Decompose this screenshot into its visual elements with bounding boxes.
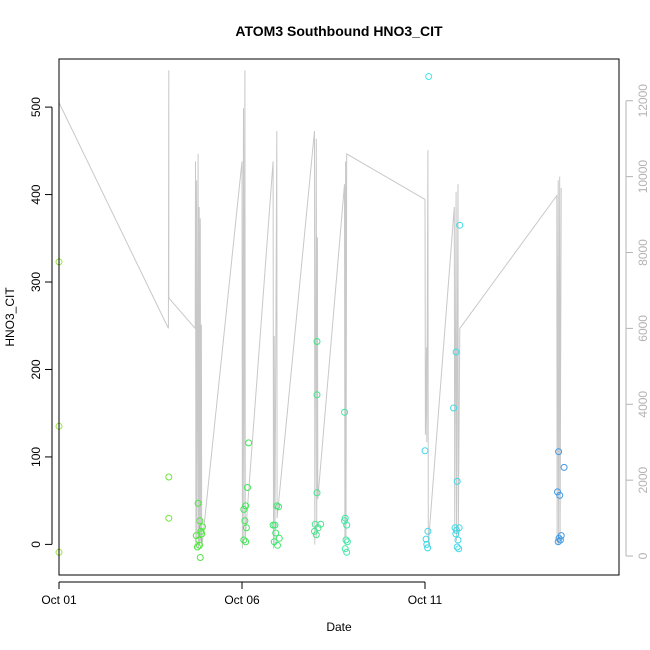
data-point <box>240 505 248 513</box>
y-tick-label-left: 0 <box>29 541 43 548</box>
data-point <box>554 488 561 496</box>
data-point <box>456 221 464 229</box>
data-point <box>424 527 432 535</box>
y-tick-label-right: 4000 <box>636 391 650 418</box>
y-tick-label-right: 8000 <box>636 239 650 266</box>
data-point <box>452 348 460 356</box>
data-point <box>455 545 463 553</box>
data-point <box>241 517 249 525</box>
y-tick-label-right: 6000 <box>636 315 650 342</box>
data-point <box>343 538 351 546</box>
data-point <box>313 338 321 345</box>
y-tick-label-left: 500 <box>29 97 43 117</box>
y-tick-label-left: 400 <box>29 184 43 204</box>
data-point <box>242 524 250 532</box>
x-tick-label: Oct 06 <box>224 593 260 607</box>
x-axis: Oct 01 Oct 06 Oct 11 <box>41 581 443 607</box>
x-axis-label: Date <box>326 620 352 634</box>
data-point <box>193 543 201 551</box>
data-point <box>343 521 351 529</box>
secondary-series-line <box>58 70 562 549</box>
data-point <box>242 538 250 546</box>
secondary-line-layer <box>58 70 562 549</box>
data-point <box>341 517 348 525</box>
data-point <box>421 447 429 455</box>
data-point <box>244 484 251 491</box>
data-point <box>313 489 321 497</box>
y-tick-label-right: 2000 <box>636 466 650 493</box>
data-point <box>554 538 562 546</box>
data-point <box>275 503 283 511</box>
data-point <box>240 536 248 544</box>
data-point <box>555 534 563 542</box>
data-point <box>341 408 348 416</box>
data-point <box>242 502 250 510</box>
y-axis-label: HNO3_CIT <box>3 287 17 347</box>
data-point <box>450 404 458 412</box>
scatter-points-layer <box>55 73 568 561</box>
data-point <box>198 530 206 538</box>
y-tick-label-left: 200 <box>29 359 43 379</box>
data-point <box>314 524 322 532</box>
data-point <box>271 521 279 529</box>
y-tick-label-right: 10000 <box>636 160 650 194</box>
data-point <box>275 534 283 542</box>
y-tick-label-right: 0 <box>636 552 650 559</box>
y-tick-label-right: 12000 <box>636 84 650 118</box>
y-axis-left: 0 100 200 300 400 500 <box>29 97 53 548</box>
data-point <box>312 531 320 539</box>
data-point <box>274 541 281 549</box>
data-point <box>313 391 321 399</box>
x-tick-label: Oct 01 <box>41 593 77 607</box>
data-point <box>311 527 318 535</box>
y-tick-label-left: 300 <box>29 272 43 292</box>
data-point <box>424 544 432 552</box>
data-point <box>555 448 563 456</box>
data-point <box>165 473 173 481</box>
y-axis-right: 0 2000 4000 6000 8000 10000 12000 <box>625 84 650 559</box>
data-point <box>341 545 349 553</box>
data-point <box>343 548 351 556</box>
data-point <box>425 73 433 80</box>
x-tick-label: Oct 11 <box>408 593 443 607</box>
data-point <box>245 439 253 447</box>
data-point <box>453 543 461 551</box>
data-point <box>454 536 462 544</box>
data-point <box>342 536 350 544</box>
data-point <box>560 463 568 471</box>
data-point <box>272 529 280 537</box>
data-point <box>452 530 460 538</box>
chart-title: ATOM3 Southbound HNO3_CIT <box>235 23 443 39</box>
data-point <box>165 514 173 522</box>
data-point <box>199 523 206 531</box>
data-point <box>194 499 202 507</box>
data-point <box>453 477 461 485</box>
plot-frame <box>58 58 620 576</box>
data-point <box>455 524 463 532</box>
data-point <box>556 536 564 544</box>
data-point <box>196 517 204 525</box>
data-point <box>422 535 430 543</box>
data-point <box>196 541 203 549</box>
data-point <box>423 540 431 548</box>
data-point <box>556 491 564 499</box>
data-point <box>195 536 203 544</box>
data-point <box>196 554 204 561</box>
y-tick-label-left: 100 <box>29 447 43 467</box>
